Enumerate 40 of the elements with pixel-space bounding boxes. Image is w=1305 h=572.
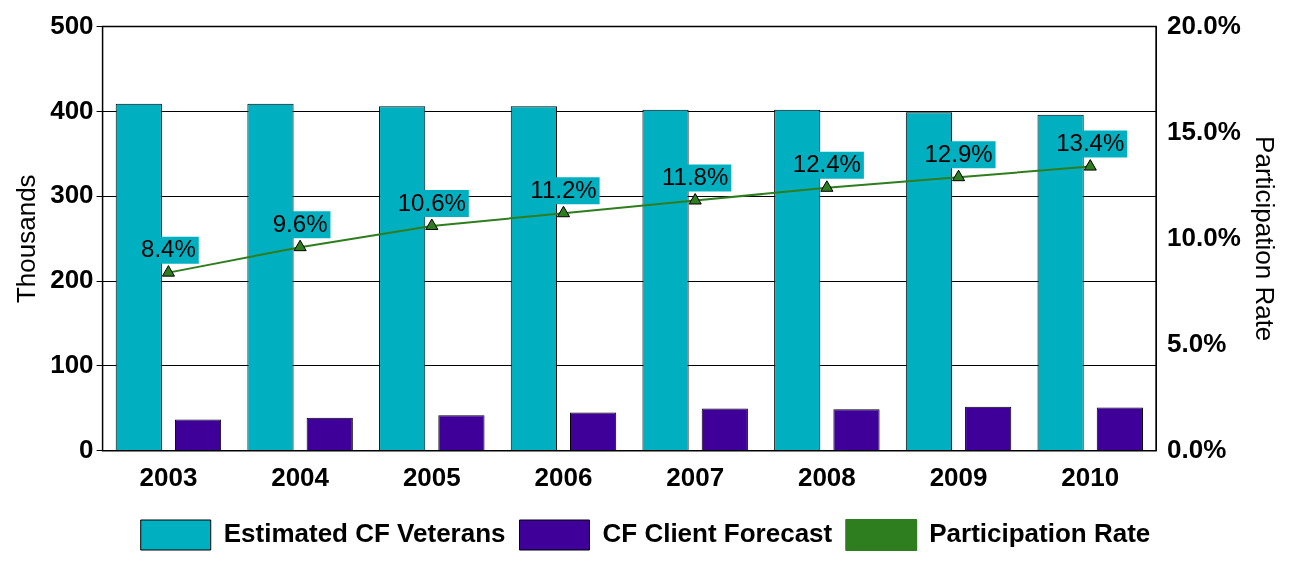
y2-tick-label: 15.0% bbox=[1167, 115, 1241, 146]
data-label: 8.4% bbox=[141, 235, 196, 263]
y2-tick-label: 0.0% bbox=[1167, 433, 1227, 464]
x-tick-label: 2003 bbox=[139, 461, 198, 492]
y-tick-label: 400 bbox=[50, 94, 94, 125]
point bbox=[951, 169, 966, 182]
x-tick-label: 2006 bbox=[534, 461, 593, 492]
y2-axis-title: Participation Rate bbox=[1250, 136, 1281, 342]
legend-label: Participation Rate bbox=[929, 518, 1151, 549]
data-label: 10.6% bbox=[397, 188, 466, 216]
x-tick-label: 2008 bbox=[797, 461, 856, 492]
y2-tick-label: 10.0% bbox=[1167, 221, 1241, 252]
y-tick-label: 200 bbox=[50, 264, 94, 295]
x-tick-label: 2005 bbox=[402, 461, 461, 492]
y2-tick-label: 5.0% bbox=[1167, 327, 1227, 358]
point bbox=[161, 265, 175, 277]
y2-tick-label: 20.0% bbox=[1167, 9, 1241, 40]
data-label: 12.4% bbox=[792, 150, 861, 178]
y-tick-label: 0 bbox=[79, 433, 94, 464]
point bbox=[1083, 159, 1097, 171]
y-tick-label: 300 bbox=[50, 179, 94, 210]
x-tick-label: 2004 bbox=[271, 461, 330, 492]
y-tick-label: 100 bbox=[50, 349, 94, 380]
point bbox=[820, 180, 834, 192]
legend-label: Estimated CF Veterans bbox=[223, 518, 506, 549]
x-tick-label: 2007 bbox=[666, 461, 725, 492]
data-label: 13.4% bbox=[1056, 129, 1125, 157]
x-tick-label: 2010 bbox=[1061, 461, 1120, 492]
data-label: 9.6% bbox=[272, 209, 328, 237]
point bbox=[293, 239, 307, 252]
point bbox=[688, 193, 702, 205]
point bbox=[425, 218, 439, 230]
y-tick-label: 500 bbox=[50, 9, 94, 40]
data-label: 11.8% bbox=[662, 163, 729, 191]
point bbox=[556, 205, 571, 218]
x-tick-label: 2009 bbox=[929, 461, 988, 492]
data-label: 11.2% bbox=[530, 175, 597, 203]
legend-label: CF Client Forecast bbox=[602, 518, 833, 549]
data-label: 12.9% bbox=[924, 139, 993, 167]
y-axis-title: Thousands bbox=[10, 174, 41, 304]
